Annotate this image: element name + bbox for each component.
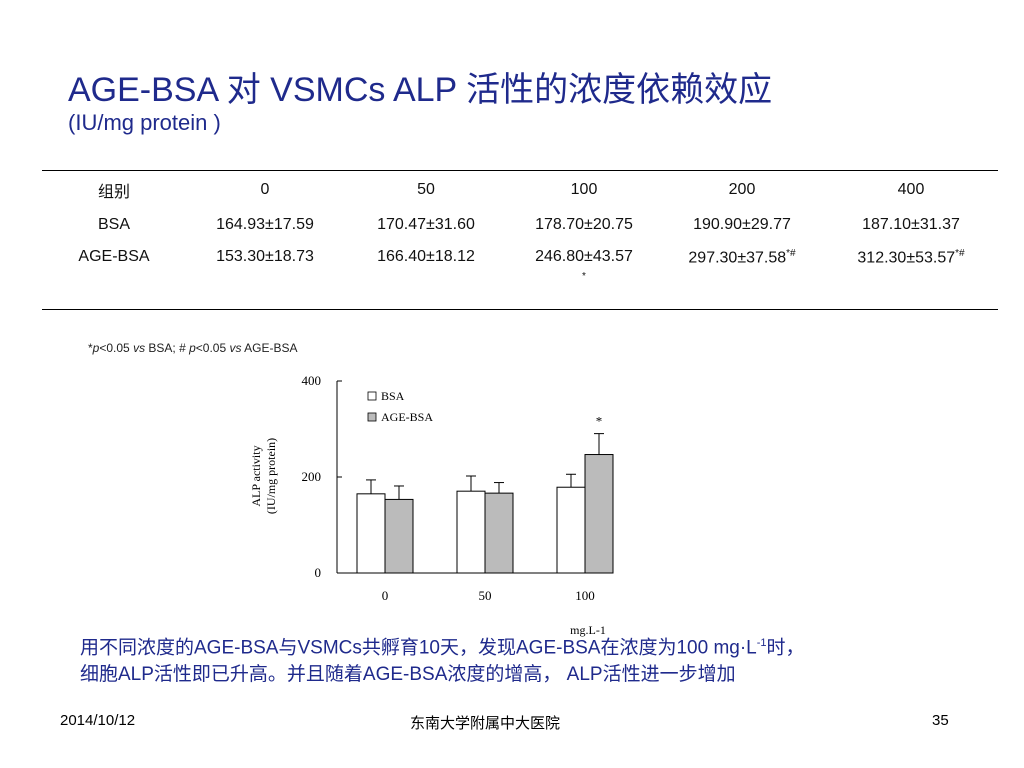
- caption-line-1: 用不同浓度的AGE-BSA与VSMCs共孵育10天，发现AGE-BSA在浓度为1…: [80, 630, 980, 661]
- age-mark-200: *#: [786, 248, 796, 259]
- age-cell-100: 246.80±43.57 *: [508, 246, 660, 298]
- note-star: *: [88, 341, 93, 355]
- footer-institution: 东南大学附属中大医院: [410, 714, 561, 732]
- bsa-cell-400: 187.10±31.37: [862, 216, 960, 233]
- footer-page-number: 35: [932, 712, 949, 729]
- bar-age-bsa-50: [484, 492, 514, 574]
- header-conc-50: 50: [417, 181, 435, 198]
- age-cell-200: 297.30±37.58*#: [660, 246, 824, 298]
- note-vs1: vs: [133, 341, 146, 355]
- caption-line1-end: 时，: [766, 637, 805, 659]
- bsa-cell-100: 178.70±20.75: [535, 216, 633, 233]
- age-mark-100: *: [582, 271, 586, 282]
- significance-note: *p<0.05 vs BSA; # p<0.05 vs AGE-BSA: [88, 341, 298, 355]
- alp-activity-table: 组别 0 50 100 200 400 BSA 164.93±17.59 170…: [42, 176, 998, 298]
- age-value-200: 297.30±37.58: [688, 249, 787, 267]
- slide-title: AGE-BSA 对 VSMCs ALP 活性的浓度依赖效应: [68, 71, 773, 109]
- age-value-100: 246.80±43.57: [535, 248, 633, 265]
- age-cell-50: 166.40±18.12: [377, 248, 475, 265]
- legend-label-bsa: BSA: [381, 389, 405, 403]
- bsa-cell-0: 164.93±17.59: [216, 216, 314, 233]
- ylabel-line1: ALP activity: [249, 445, 263, 506]
- legend-swatch-bsa: [367, 391, 377, 401]
- x-tick-label: 50: [479, 588, 492, 603]
- caption-line1-text: 用不同浓度的AGE-BSA与VSMCs共孵育10天，发现AGE-BSA在浓度为1…: [80, 637, 757, 659]
- note-p1: p: [92, 341, 100, 355]
- age-cell-400: 312.30±53.57*#: [824, 246, 998, 298]
- header-conc-400: 400: [897, 181, 925, 198]
- slide-caption: 用不同浓度的AGE-BSA与VSMCs共孵育10天，发现AGE-BSA在浓度为1…: [80, 630, 980, 688]
- x-axis-label: mg.L-1: [570, 623, 606, 637]
- bar-age-bsa-100: [584, 454, 614, 574]
- note-t3: <0.05: [195, 341, 230, 355]
- header-conc-0: 0: [260, 181, 270, 198]
- bar-bsa-100: [556, 486, 586, 574]
- age-value-400: 312.30±53.57: [857, 249, 956, 267]
- footer-date: 2014/10/12: [60, 712, 136, 729]
- age-mark-400: *#: [955, 248, 965, 259]
- header-conc-200: 200: [728, 181, 756, 198]
- bar-bsa-0: [356, 493, 386, 574]
- note-t1: <0.05: [99, 341, 134, 355]
- legend-swatch-age-bsa: [367, 412, 377, 422]
- bar-age-bsa-0: [384, 498, 414, 574]
- row-label-bsa: BSA: [97, 216, 130, 233]
- table-bottom-rule: [42, 309, 998, 310]
- note-vs2: vs: [229, 341, 242, 355]
- x-tick-label: 100: [575, 588, 595, 603]
- x-tick-label: 0: [382, 588, 389, 603]
- caption-sup: -1: [756, 637, 767, 649]
- y-tick-label: 0: [315, 565, 322, 580]
- ylabel-group: ALP activity (IU/mg protein): [249, 438, 278, 514]
- header-group: 组别: [97, 184, 130, 201]
- slide-subtitle: (IU/mg protein ): [68, 110, 221, 135]
- header-conc-100: 100: [570, 181, 598, 198]
- age-cell-0: 153.30±18.73: [216, 248, 314, 265]
- row-label-age-bsa: AGE-BSA: [78, 248, 150, 265]
- note-t2: BSA; #: [145, 341, 190, 355]
- bar-bsa-50: [456, 490, 486, 574]
- table-top-rule: [42, 170, 998, 171]
- legend-label-age-bsa: AGE-BSA: [381, 410, 433, 424]
- ylabel-line2: (IU/mg protein): [264, 438, 278, 514]
- significance-mark-100: *: [596, 414, 603, 429]
- y-tick-label: 200: [302, 469, 322, 484]
- note-p2: p: [189, 341, 196, 355]
- y-tick-label: 400: [302, 373, 322, 388]
- legend: BSA AGE-BSA: [367, 389, 433, 424]
- table-row-age-bsa: AGE-BSA 153.30±18.73 166.40±18.12 246.80…: [42, 246, 998, 298]
- note-t4: AGE-BSA: [241, 341, 298, 355]
- table-row-bsa: BSA 164.93±17.59 170.47±31.60 178.70±20.…: [42, 204, 998, 246]
- bsa-cell-200: 190.90±29.77: [693, 216, 791, 233]
- bsa-cell-50: 170.47±31.60: [377, 216, 475, 233]
- caption-line-2: 细胞ALP活性即已升高。并且随着AGE-BSA浓度的增高， ALP活性进一步增加: [80, 664, 736, 686]
- table-header-row: 组别 0 50 100 200 400: [42, 176, 998, 204]
